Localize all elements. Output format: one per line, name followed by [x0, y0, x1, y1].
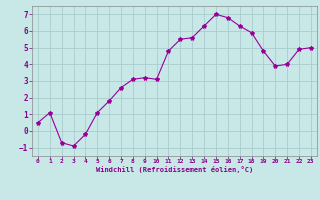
X-axis label: Windchill (Refroidissement éolien,°C): Windchill (Refroidissement éolien,°C): [96, 166, 253, 173]
